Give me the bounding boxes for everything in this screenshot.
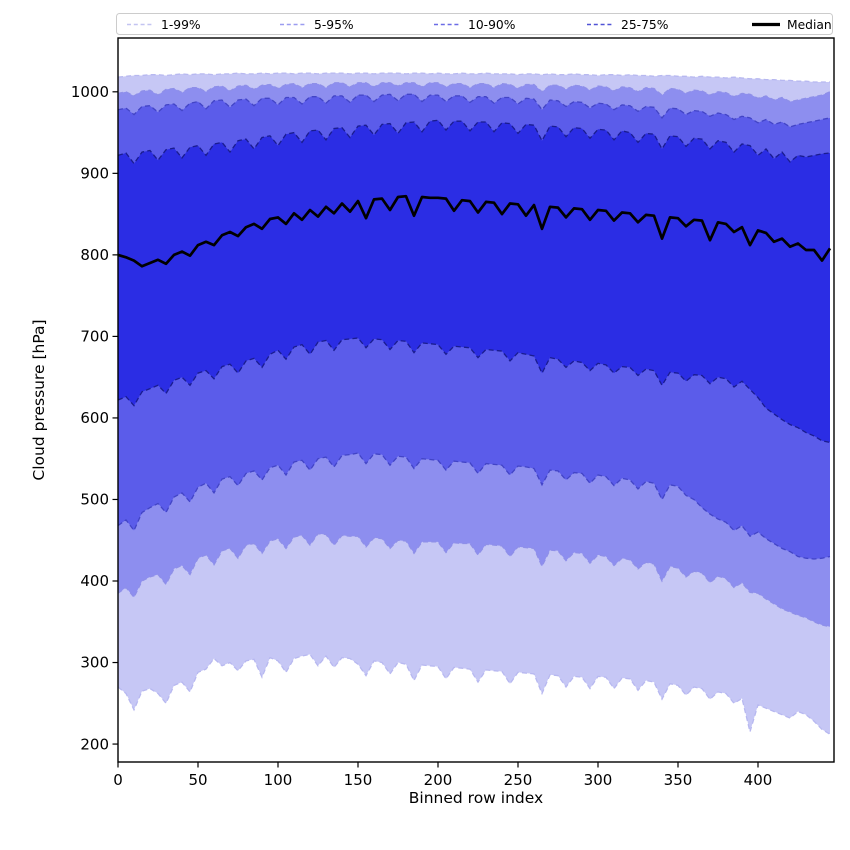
legend-item-1-99: 1-99%: [127, 18, 201, 32]
y-tick-label: 600: [80, 409, 109, 427]
y-axis-label: Cloud pressure [hPa]: [30, 319, 48, 480]
x-tick-label: 350: [664, 771, 693, 789]
x-tick-label: 200: [424, 771, 453, 789]
y-tick-label: 500: [80, 491, 109, 509]
legend: 1-99% 5-95% 10-90% 25-75% Median: [116, 13, 833, 35]
x-tick-label: 0: [113, 771, 123, 789]
y-tick-label: 700: [80, 328, 109, 346]
legend-label-1-99: 1-99%: [161, 18, 201, 32]
x-tick-label: 400: [744, 771, 773, 789]
legend-item-median: Median: [752, 18, 832, 32]
edge-upper-1-99%: [117, 72, 830, 83]
y-tick-label: 1000: [71, 83, 109, 101]
median-line: [117, 194, 832, 268]
y-tick-label: 400: [80, 572, 109, 590]
legend-label-median: Median: [787, 18, 832, 32]
band-25-75%: [118, 120, 830, 443]
x-tick-label: 300: [584, 771, 613, 789]
x-tick-label: 100: [264, 771, 293, 789]
chart-layers: 0 50 100 150 200 250 300 350 400 200 300 400 500 600 7…: [71, 37, 835, 789]
legend-item-10-90: 10-90%: [434, 18, 515, 32]
legend-item-25-75: 25-75%: [587, 18, 668, 32]
edge-lower-10-90%: [117, 452, 831, 560]
y-tick-label: 900: [80, 165, 109, 183]
edge-upper-5-95%: [117, 82, 831, 103]
legend-label-10-90: 10-90%: [468, 18, 515, 32]
legend-item-5-95: 5-95%: [280, 18, 354, 32]
x-tick-label: 50: [188, 771, 207, 789]
y-tick-label: 300: [80, 654, 109, 672]
edge-lower-1-99%: [117, 653, 831, 735]
edge-lower-25-75%: [117, 337, 831, 444]
y-tick-label: 200: [80, 735, 109, 753]
edge-upper-25-75%: [117, 119, 831, 165]
x-tick-label: 150: [344, 771, 373, 789]
legend-label-5-95: 5-95%: [314, 18, 354, 32]
legend-label-25-75: 25-75%: [621, 18, 668, 32]
x-axis-label: Binned row index: [409, 789, 543, 807]
plot-frame: [117, 37, 835, 763]
edge-lower-5-95%: [117, 533, 831, 628]
edge-upper-10-90%: [117, 93, 831, 128]
x-tick-label: 250: [504, 771, 533, 789]
y-tick-label: 800: [80, 246, 109, 264]
legend-box: [116, 13, 833, 35]
